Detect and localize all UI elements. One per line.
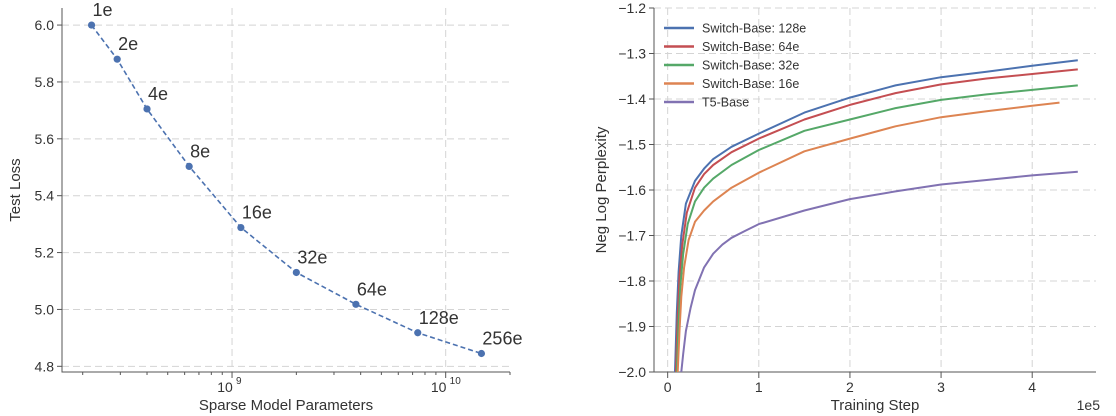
x-tick-label: 2 <box>846 379 854 395</box>
y-tick-label: 5.6 <box>35 131 55 147</box>
data-point <box>87 21 96 29</box>
y-tick-label: −1.4 <box>618 91 646 107</box>
x-tick-label-exponent: 9 <box>236 376 242 387</box>
x-tick-label-base: 10 <box>431 379 447 395</box>
y-tick-label: 5.2 <box>35 245 55 261</box>
point-label: 16e <box>242 203 272 223</box>
y-axis-label: Test Loss <box>7 158 24 221</box>
series-line-switch-base-64e <box>674 68 1078 372</box>
y-tick-label: −1.3 <box>618 46 646 62</box>
point-label: 1e <box>93 0 113 20</box>
data-point <box>477 349 486 358</box>
point-label: 4e <box>148 84 168 104</box>
y-tick-label: 6.0 <box>35 17 55 33</box>
series-line-switch-base-16e <box>676 101 1060 372</box>
x-tick-label: 1 <box>755 379 763 395</box>
point-label: 32e <box>297 247 327 267</box>
y-tick-label: −1.6 <box>618 182 646 198</box>
x-tick-label: 4 <box>1028 379 1036 395</box>
y-tick-label: 5.4 <box>35 188 55 204</box>
legend-label: Switch-Base: 16e <box>702 77 799 91</box>
point-label: 128e <box>419 308 459 328</box>
y-axis-label: Neg Log Perplexity <box>593 126 610 253</box>
neg-log-perplexity-chart: −2.0 −1.9 −1.8 −1.7 −1.6 −1.5 −1.4 −1.3 −1.2 0 1 2 3… <box>593 0 1101 414</box>
y-tick-label: −1.2 <box>618 0 646 16</box>
x-tick-label-exponent: 10 <box>450 376 462 387</box>
x-offset-label: 1e5 <box>1077 397 1101 413</box>
legend-label: Switch-Base: 128e <box>702 22 806 36</box>
point-label: 2e <box>118 34 138 54</box>
data-point <box>185 162 193 170</box>
y-tick-label: −1.7 <box>618 228 646 244</box>
y-tick-label: 5.8 <box>35 74 55 90</box>
x-tick-label-base: 10 <box>217 379 233 395</box>
y-tick-label: 5.0 <box>35 301 55 317</box>
x-axis-label: Training Step <box>831 397 920 414</box>
data-point <box>414 329 422 337</box>
legend-label: Switch-Base: 32e <box>702 59 799 73</box>
point-label: 8e <box>190 141 210 161</box>
y-tick-label: −1.9 <box>618 319 646 335</box>
y-tick-label: −2.0 <box>618 364 646 380</box>
legend-label: Switch-Base: 64e <box>702 40 799 54</box>
x-axis-label: Sparse Model Parameters <box>199 397 373 414</box>
y-tick-label: −1.5 <box>618 137 646 153</box>
data-point <box>143 105 151 113</box>
point-label: 256e <box>482 329 522 349</box>
point-label: 64e <box>357 279 387 299</box>
data-point <box>352 300 360 308</box>
series-line-switch-base-128e <box>674 59 1078 372</box>
series-line-switch-base-32e <box>675 84 1078 372</box>
test-loss-line <box>90 24 482 355</box>
x-tick-label: 0 <box>664 379 672 395</box>
y-tick-label: −1.8 <box>618 273 646 289</box>
y-tick-label: 4.8 <box>35 358 55 374</box>
x-tick-label: 3 <box>937 379 945 395</box>
data-point <box>292 268 300 277</box>
series-line-t5-base <box>680 170 1078 372</box>
legend-label: T5-Base <box>702 96 749 110</box>
data-point <box>113 55 121 63</box>
data-point <box>237 223 245 232</box>
